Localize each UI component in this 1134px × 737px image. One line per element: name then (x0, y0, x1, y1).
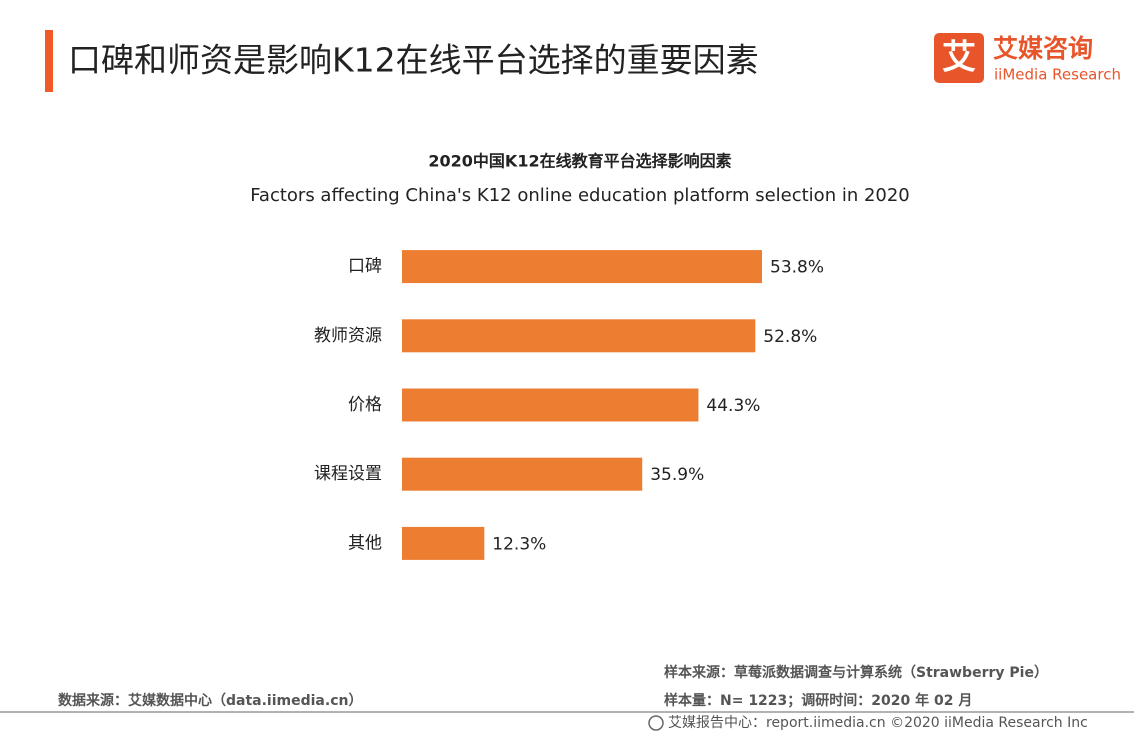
category-label: 课程设置 (314, 464, 382, 484)
title-accent (45, 30, 53, 92)
logo-mark: 艾 (942, 38, 976, 78)
data-source: 数据来源：艾媒数据中心（data.iimedia.cn） (58, 692, 362, 709)
logo-name: 艾媒咨询 (993, 34, 1093, 63)
value-label: 44.3% (706, 396, 760, 416)
bar (402, 388, 699, 422)
category-label: 教师资源 (314, 326, 382, 346)
sample-source: 样本来源：草莓派数据调查与计算系统（Strawberry Pie） (664, 664, 1048, 681)
logo-sub: iiMedia Research (994, 66, 1121, 84)
chart-subtitle: Factors affecting China's K12 online edu… (250, 185, 910, 206)
logo-icon (934, 33, 984, 83)
sample-info: 样本量：N= 1223；调研时间：2020 年 02 月 (664, 692, 972, 709)
page-title: 口碑和师资是影响K12在线平台选择的重要因素 (68, 41, 759, 80)
value-label: 12.3% (492, 534, 546, 554)
bar (402, 526, 485, 560)
value-label: 53.8% (770, 258, 824, 278)
category-label: 价格 (348, 395, 382, 415)
bar (402, 457, 643, 491)
chart-title: 2020中国K12在线教育平台选择影响因素 (428, 152, 731, 171)
copyright: 艾媒报告中心：report.iimedia.cn ©2020 iiMedia R… (668, 715, 1088, 731)
value-label: 35.9% (650, 465, 704, 485)
bar (402, 250, 762, 284)
bar (402, 319, 756, 353)
plot: 口碑 53.8% 教师资源 52.8% 价格 44.3% 课程设置 35.9% 其他 12.3% (314, 250, 824, 560)
globe-icon (648, 715, 664, 731)
category-label: 口碑 (348, 257, 382, 277)
category-label: 其他 (348, 533, 382, 553)
value-label: 52.8% (763, 327, 817, 347)
